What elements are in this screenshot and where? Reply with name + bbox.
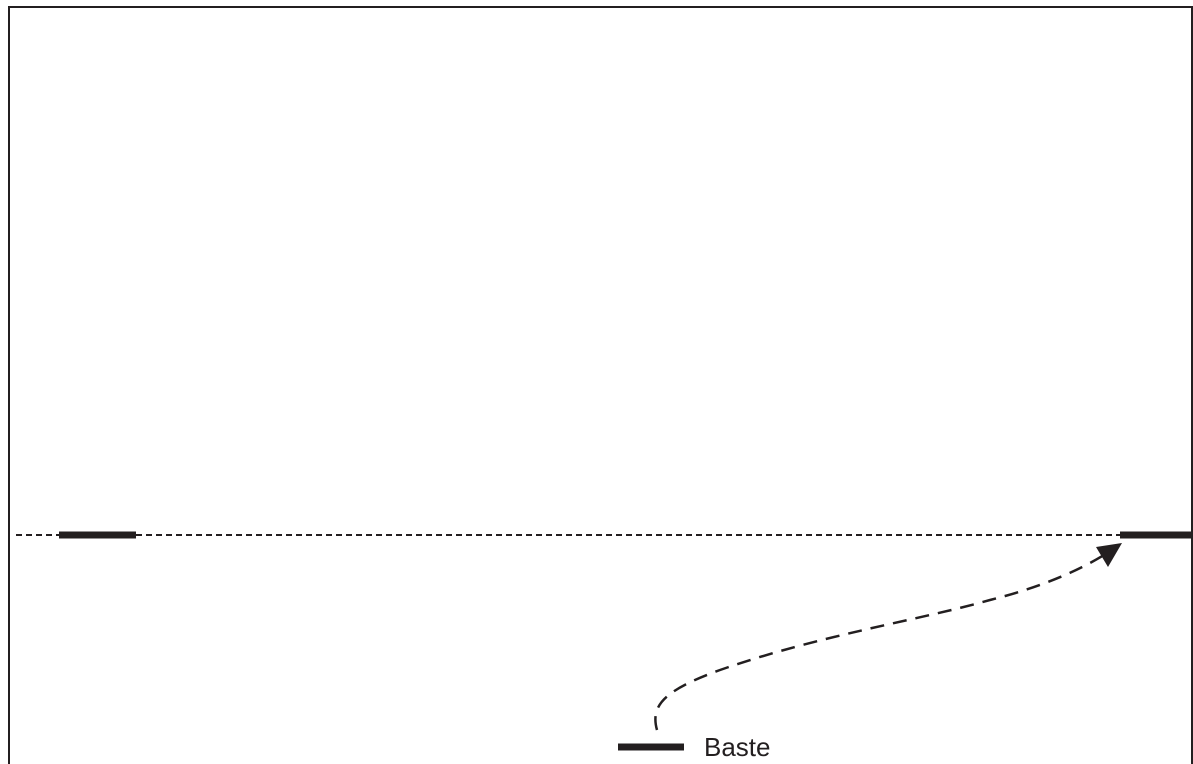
fabric-panel-outline: [8, 6, 1193, 764]
legend-label: Baste: [704, 732, 771, 762]
arrowhead-icon: [1096, 543, 1122, 567]
direction-arrow: [654, 546, 1116, 731]
